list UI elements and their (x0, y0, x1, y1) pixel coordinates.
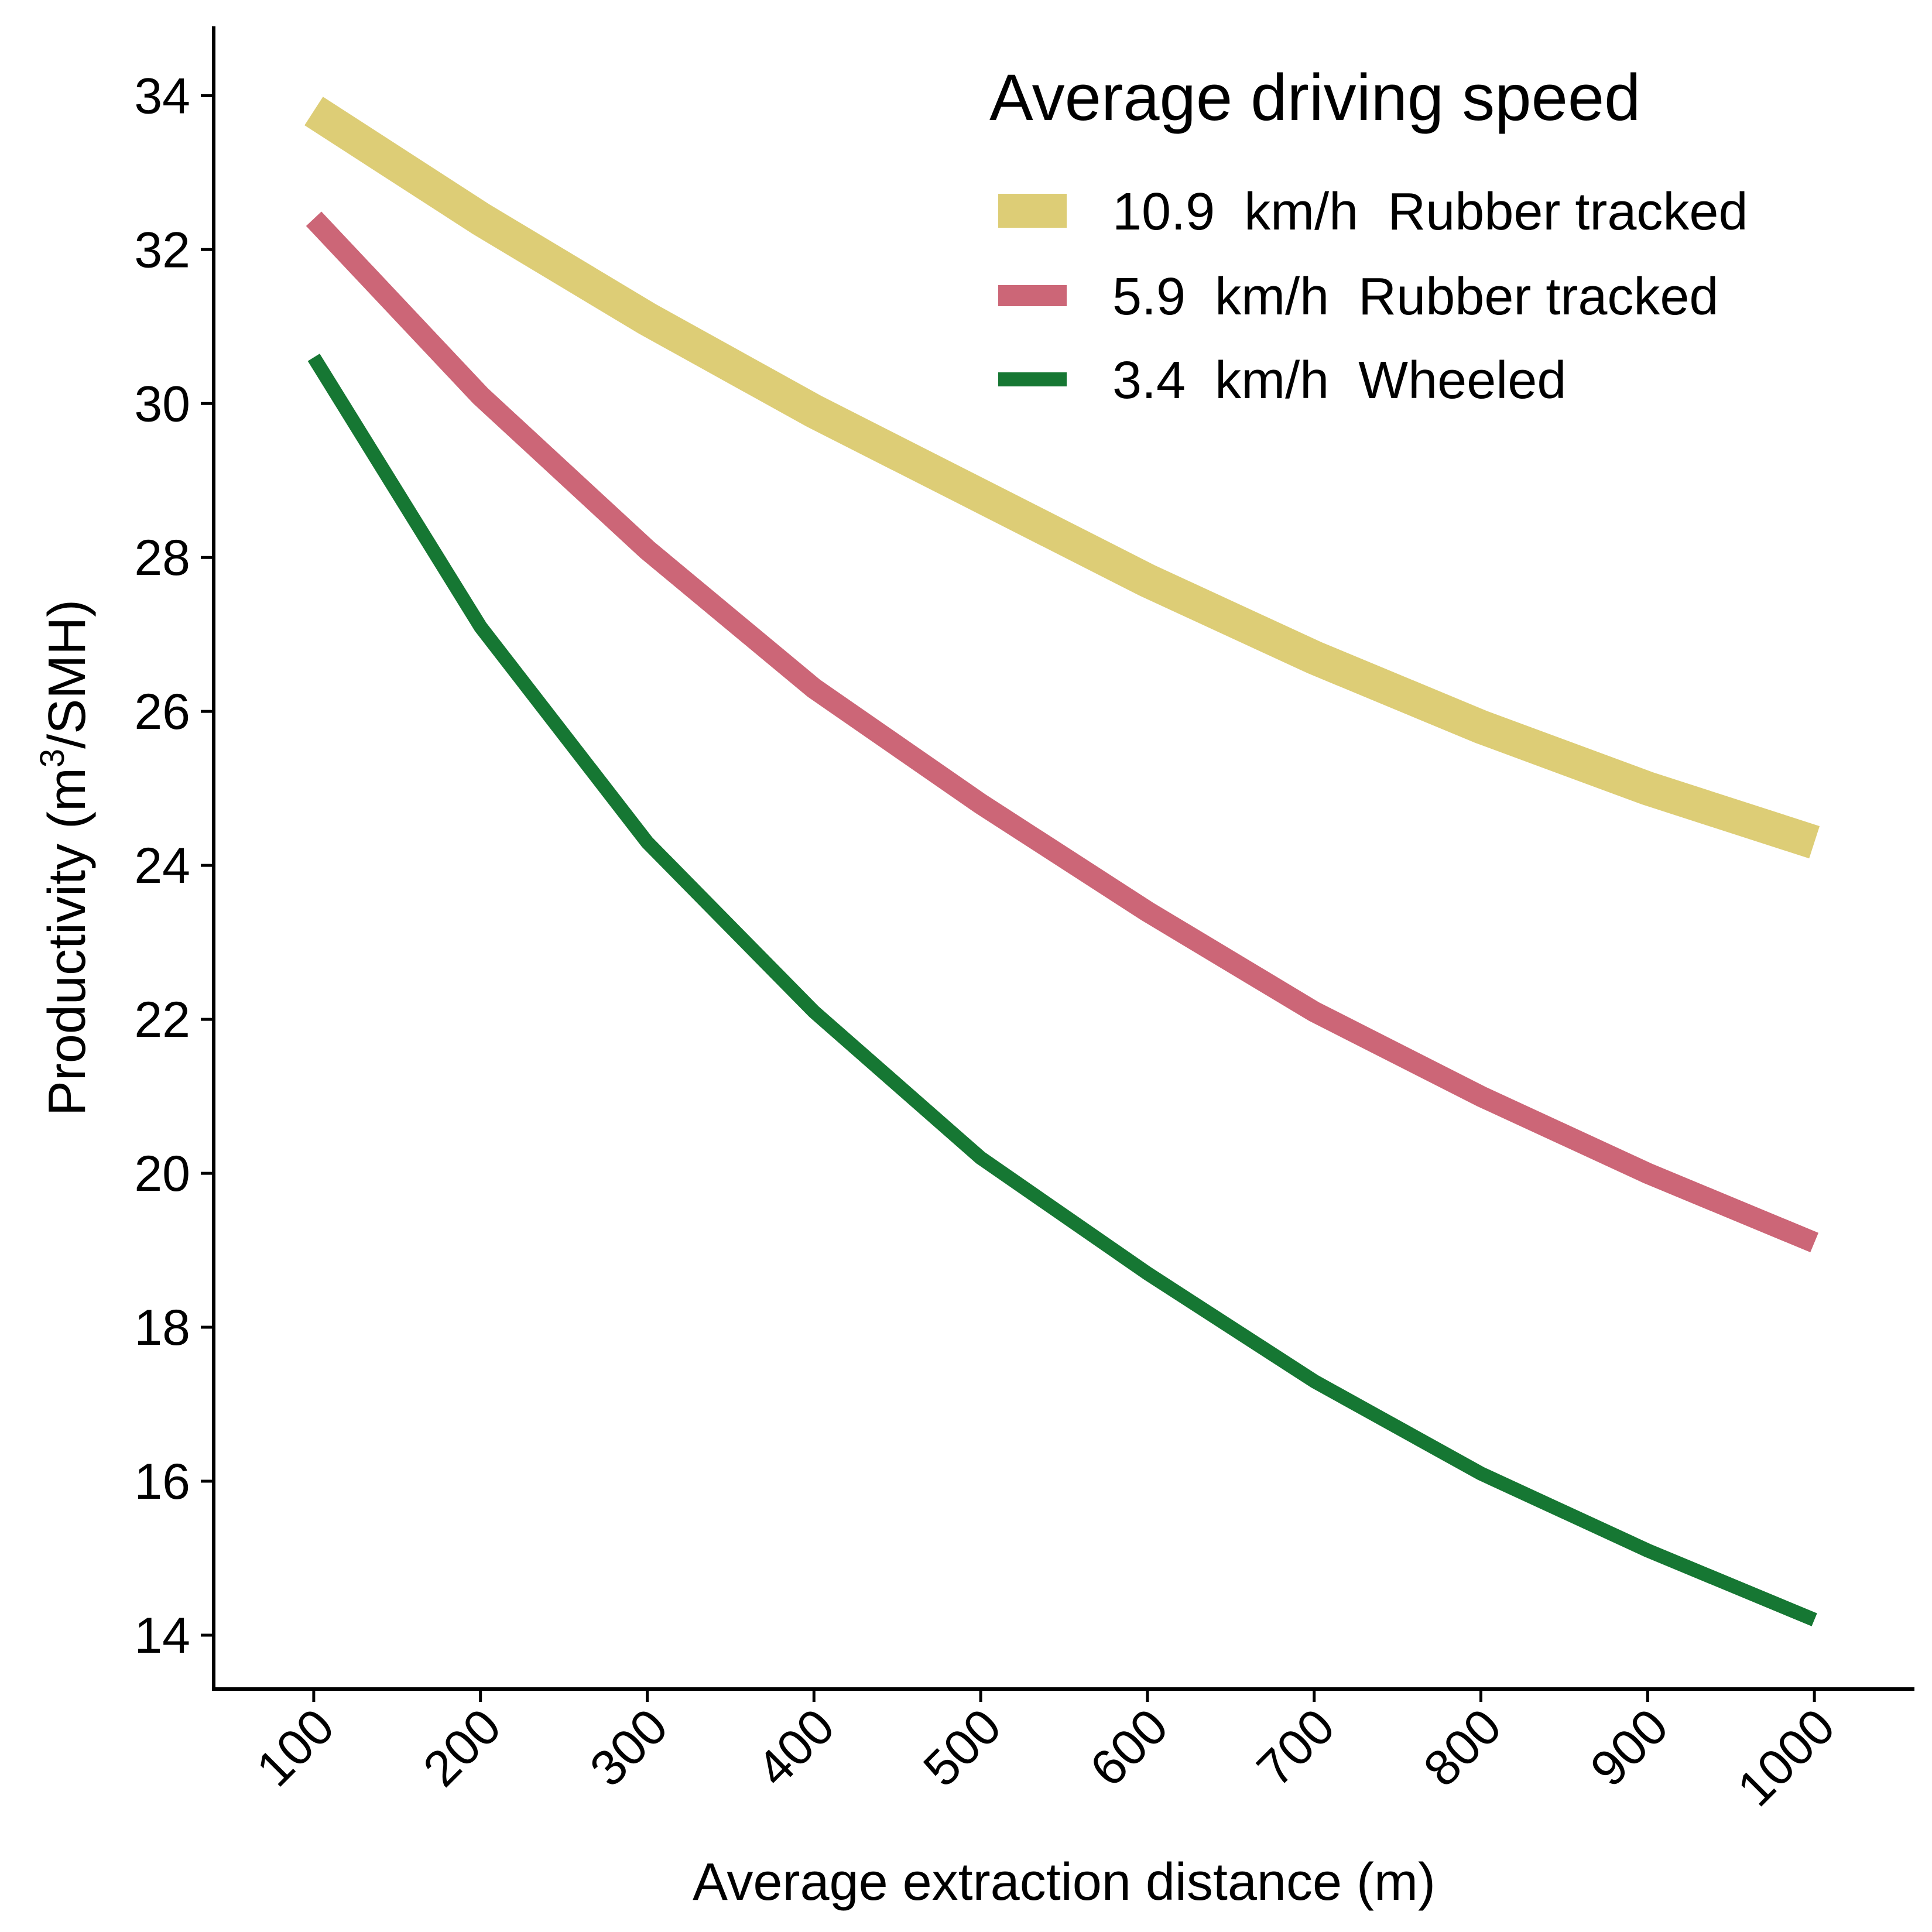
legend-title: Average driving speed (989, 61, 1640, 134)
x-axis-ticks: 100 200 300 400 500 600 700 800 900 1000 (246, 1689, 1846, 1817)
y-tick-label: 20 (134, 1146, 190, 1202)
y-tick-label: 16 (134, 1454, 190, 1510)
series-line (307, 354, 1817, 1626)
y-tick-label: 28 (134, 530, 190, 586)
y-tick-label: 26 (134, 684, 190, 740)
y-tick-label: 22 (134, 992, 190, 1048)
y-tick-label: 32 (134, 222, 190, 278)
y-axis-title-superscript: 3 (33, 749, 71, 768)
y-axis-title-prefix: Productivity (m (38, 768, 97, 1116)
plot-area (304, 97, 1820, 1626)
y-tick-label: 30 (134, 376, 190, 432)
x-tick-label: 400 (746, 1698, 845, 1797)
series-line (306, 211, 1819, 1253)
legend-label: 3.4 km/h Wheeled (1112, 351, 1566, 410)
legend-label: 5.9 km/h Rubber tracked (1112, 268, 1718, 326)
y-axis-title-suffix: /SMH) (38, 600, 97, 749)
x-tick-label: 100 (246, 1698, 345, 1797)
x-tick-label: 1000 (1727, 1698, 1845, 1817)
legend: Average driving speed 10.9 km/h Rubber t… (989, 61, 1748, 410)
y-tick-label: 24 (134, 838, 190, 894)
x-tick-label: 600 (1080, 1698, 1179, 1797)
x-tick-label: 300 (580, 1698, 679, 1797)
x-tick-label: 500 (913, 1698, 1012, 1797)
legend-label: 10.9 km/h Rubber tracked (1112, 183, 1748, 241)
x-axis-title: Average extraction distance (m) (693, 1853, 1436, 1912)
y-tick-label: 34 (134, 68, 190, 124)
y-tick-label: 18 (134, 1300, 190, 1356)
y-axis-ticks: 14 16 18 20 22 24 26 28 30 32 34 (134, 68, 214, 1664)
x-tick-label: 800 (1413, 1698, 1512, 1797)
y-tick-label: 14 (134, 1608, 190, 1664)
x-tick-label: 700 (1246, 1698, 1345, 1797)
x-tick-label: 900 (1580, 1698, 1678, 1797)
x-tick-label: 200 (413, 1698, 512, 1797)
y-axis-title: Productivity (m3/SMH) (33, 600, 97, 1116)
series-line (304, 97, 1820, 859)
